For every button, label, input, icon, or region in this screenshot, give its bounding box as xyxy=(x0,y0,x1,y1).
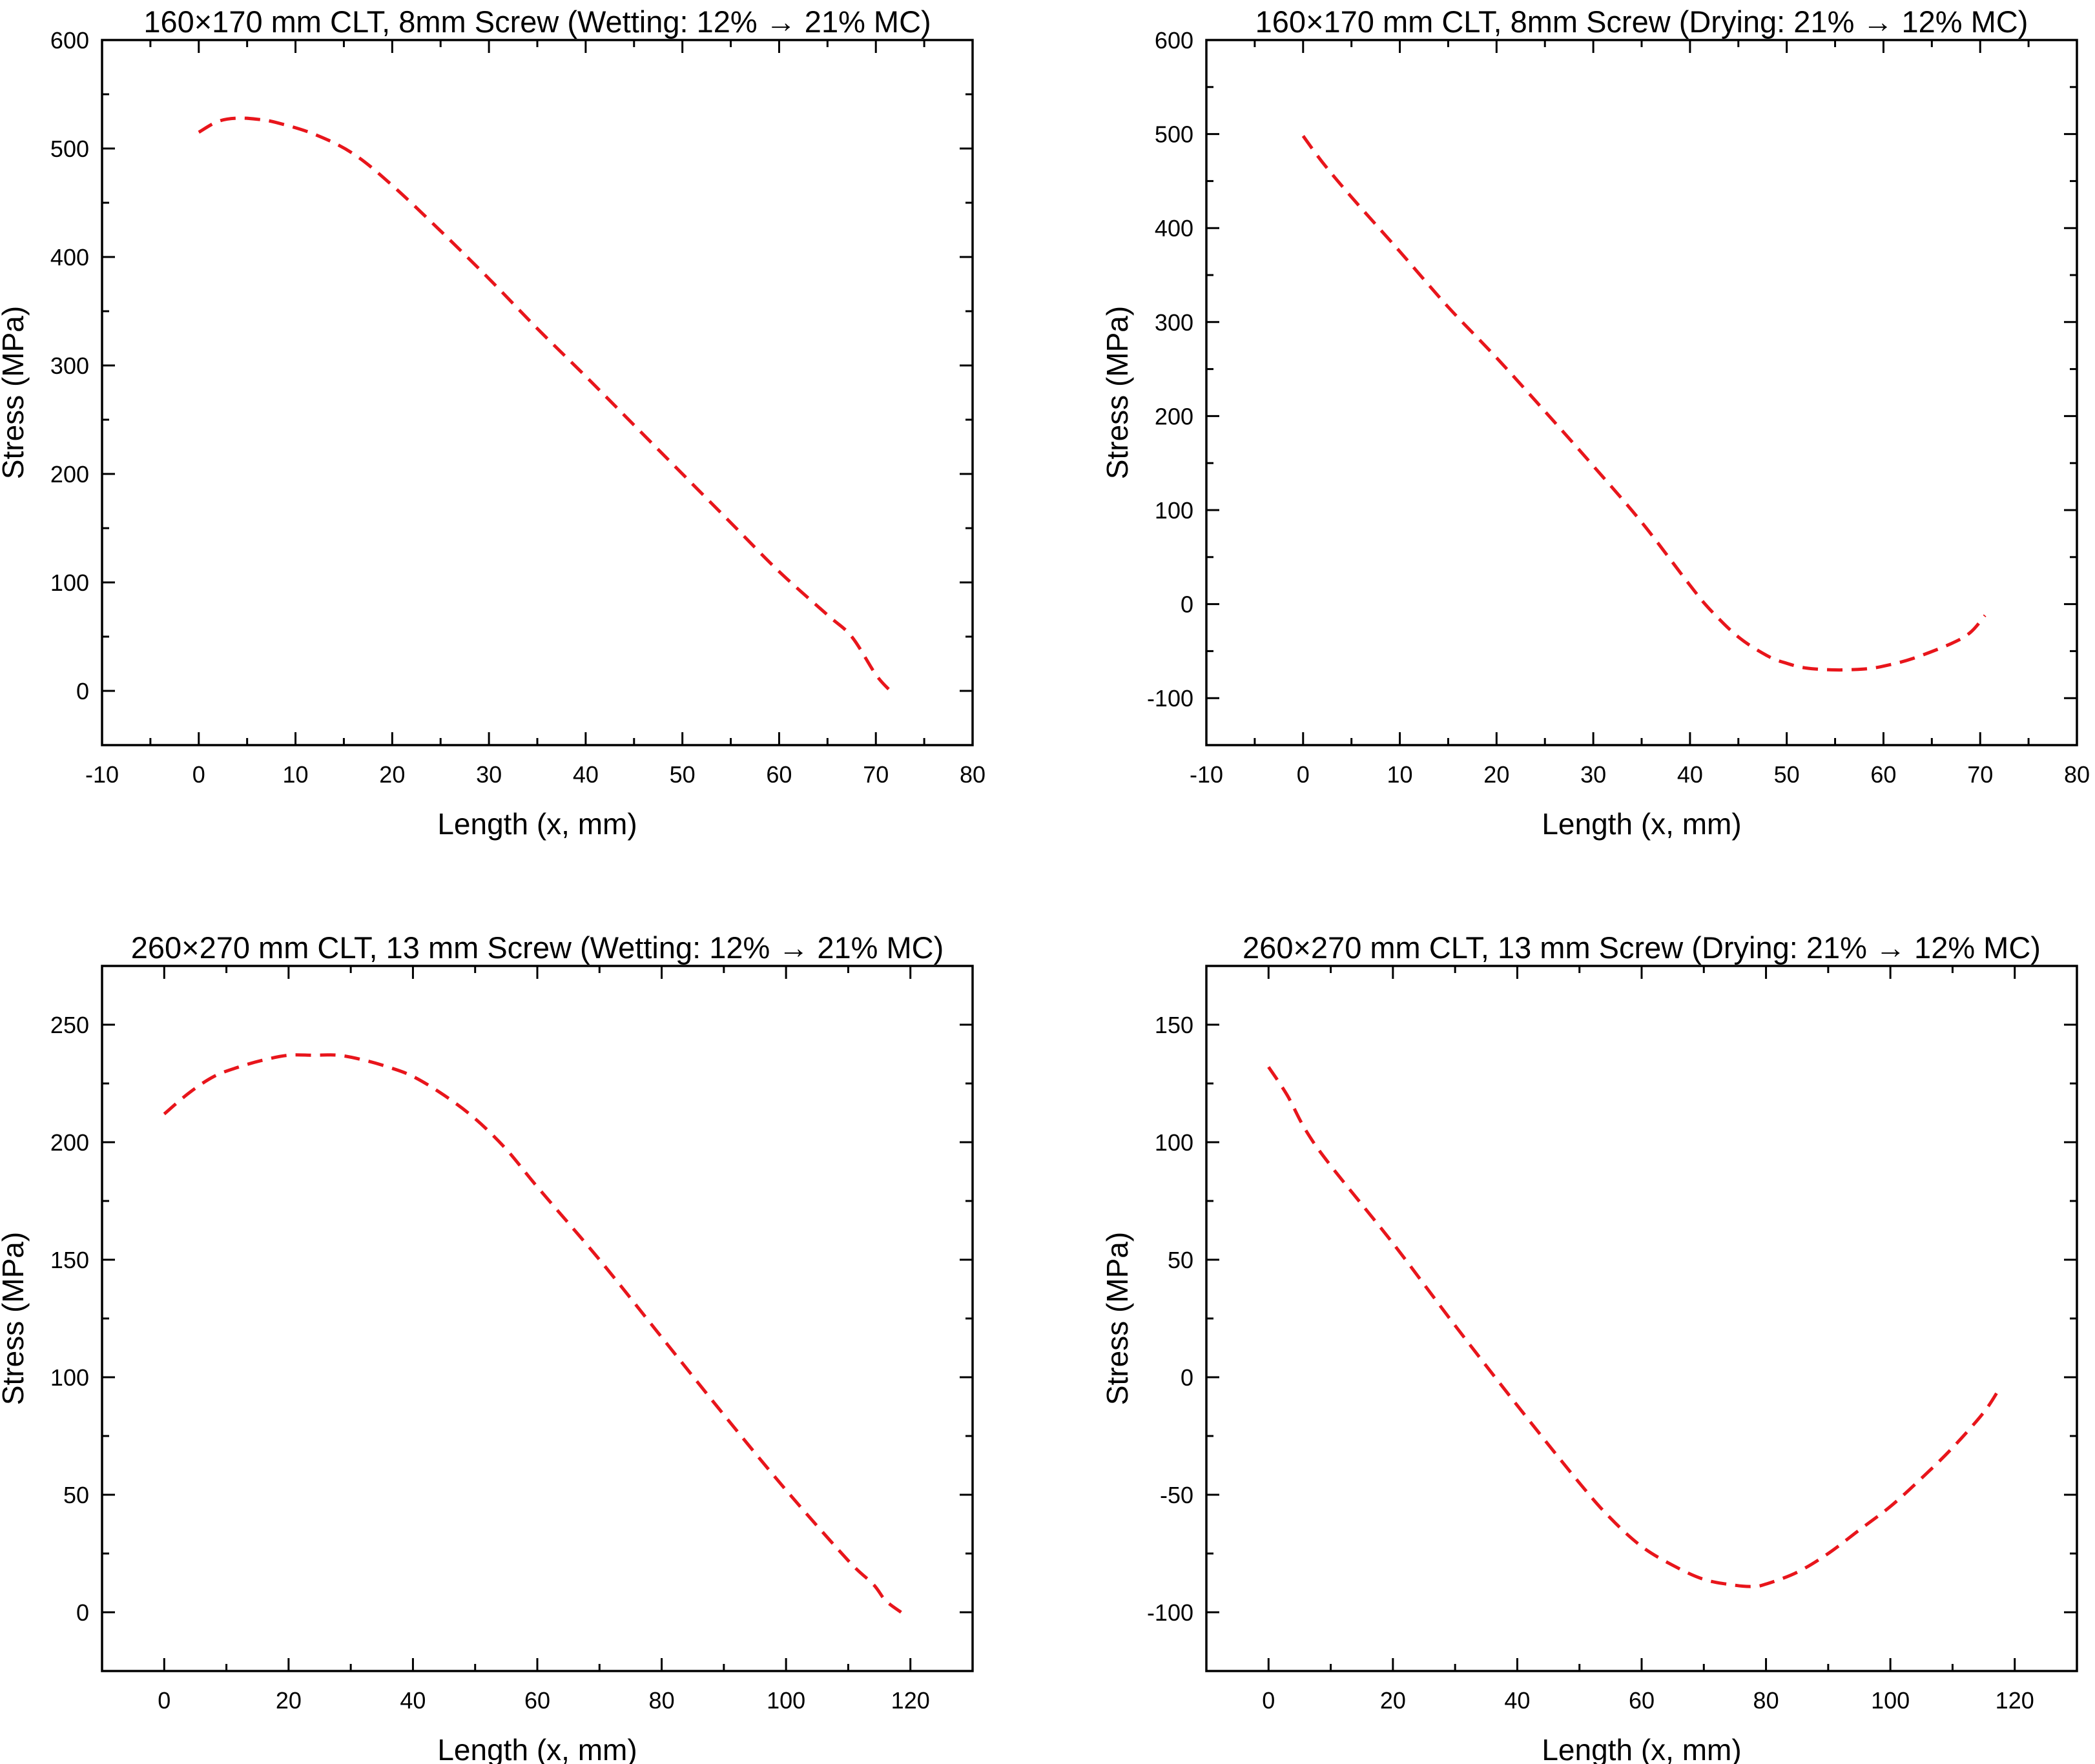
x-tick-label: 70 xyxy=(1967,761,1993,788)
x-tick-label: 30 xyxy=(1580,761,1606,788)
x-tick-label: 60 xyxy=(766,761,792,788)
y-tick-label: 500 xyxy=(50,136,89,162)
x-tick-label: 80 xyxy=(960,761,986,788)
y-axis-title: Stress (MPa) xyxy=(1100,306,1134,479)
x-tick-label: 60 xyxy=(1629,1687,1655,1714)
y-tick-label: 600 xyxy=(1155,27,1193,54)
x-tick-label: -10 xyxy=(85,761,119,788)
y-tick-label: 0 xyxy=(76,678,89,704)
y-tick-label: 100 xyxy=(50,569,89,596)
x-tick-label: 120 xyxy=(891,1687,930,1714)
x-tick-label: 120 xyxy=(1996,1687,2034,1714)
chart-title: 260×270 mm CLT, 13 mm Screw (Drying: 21%… xyxy=(1243,930,2041,965)
y-tick-label: 100 xyxy=(1155,497,1193,524)
plot-frame xyxy=(101,965,974,1672)
x-tick-label: 40 xyxy=(1504,1687,1530,1714)
x-tick-label: 80 xyxy=(649,1687,675,1714)
y-tick-label: -100 xyxy=(1147,1599,1193,1626)
y-tick-label: 50 xyxy=(1168,1247,1193,1273)
y-tick-label: 200 xyxy=(50,1129,89,1156)
y-tick-label: 0 xyxy=(1181,591,1193,618)
x-tick-label: 40 xyxy=(573,761,599,788)
x-axis-title: Length (x, mm) xyxy=(1542,807,1741,841)
y-tick-label: 0 xyxy=(76,1599,89,1626)
chart-panel-wetting-8mm: -10 0 10 20 30 40 50 60 70 80 0 100 200 300 400 500 600 1… xyxy=(0,5,986,841)
y-tick-label: 500 xyxy=(1155,121,1193,148)
x-tick-label: 100 xyxy=(767,1687,805,1714)
x-tick-label: 30 xyxy=(476,761,502,788)
x-tick-label: 20 xyxy=(379,761,405,788)
x-tick-label: 60 xyxy=(524,1687,550,1714)
y-tick-label: 200 xyxy=(50,461,89,487)
y-tick-label: 0 xyxy=(1181,1364,1193,1391)
series-line-stress xyxy=(1301,135,1987,672)
x-tick-label: 80 xyxy=(1753,1687,1779,1714)
plot-frame xyxy=(1205,965,2078,1672)
x-tick-label: 0 xyxy=(1297,761,1310,788)
y-tick-label: 100 xyxy=(50,1364,89,1391)
y-tick-label: 300 xyxy=(1155,309,1193,336)
series-line-stress xyxy=(1267,1066,2001,1588)
x-tick-label: 10 xyxy=(1387,761,1413,788)
y-tick-label: 400 xyxy=(1155,215,1193,241)
y-tick-label: -100 xyxy=(1147,685,1193,712)
y-tick-label: 600 xyxy=(50,27,89,54)
x-tick-label: 60 xyxy=(1870,761,1896,788)
y-tick-label: 100 xyxy=(1155,1129,1193,1156)
plot-frame xyxy=(1205,39,2078,746)
x-tick-label: 20 xyxy=(1483,761,1509,788)
y-axis-title: Stress (MPa) xyxy=(0,1232,30,1405)
chart-panel-drying-13mm: 0 20 40 60 80 100 120 -100 -50 0 50 100 150 260×270 m… xyxy=(1100,930,2078,1764)
plot-frame xyxy=(101,39,974,746)
x-tick-label: 0 xyxy=(1262,1687,1275,1714)
x-tick-label: 50 xyxy=(1774,761,1800,788)
x-tick-label: 10 xyxy=(283,761,309,788)
x-axis-title: Length (x, mm) xyxy=(437,807,637,841)
x-tick-label: 0 xyxy=(192,761,205,788)
y-tick-label: 150 xyxy=(50,1247,89,1273)
x-tick-label: 70 xyxy=(863,761,889,788)
x-axis-title: Length (x, mm) xyxy=(437,1733,637,1764)
x-tick-label: 20 xyxy=(276,1687,302,1714)
x-tick-label: -10 xyxy=(1190,761,1223,788)
chart-title: 160×170 mm CLT, 8mm Screw (Drying: 21% →… xyxy=(1255,5,2028,39)
x-tick-label: 40 xyxy=(400,1687,426,1714)
chart-panel-drying-8mm: -10 0 10 20 30 40 50 60 70 80-1000100200300400500… xyxy=(1100,5,2090,841)
x-tick-label: 0 xyxy=(158,1687,170,1714)
series-line-stress xyxy=(198,116,892,692)
y-tick-label: 50 xyxy=(63,1482,89,1508)
x-tick-label: 100 xyxy=(1871,1687,1910,1714)
x-tick-label: 40 xyxy=(1677,761,1703,788)
x-tick-label: 80 xyxy=(2064,761,2090,788)
y-tick-label: -50 xyxy=(1160,1482,1193,1508)
y-tick-label: 300 xyxy=(50,353,89,379)
y-axis-title: Stress (MPa) xyxy=(1100,1232,1134,1405)
chart-panel-wetting-13mm: 0 20 40 60 80 100 120 0 50 100 150 200 250 260×270 mm… xyxy=(0,930,974,1764)
chart-title: 260×270 mm CLT, 13 mm Screw (Wetting: 12… xyxy=(131,930,944,965)
y-tick-label: 400 xyxy=(50,244,89,271)
x-tick-label: 20 xyxy=(1380,1687,1406,1714)
chart-title: 160×170 mm CLT, 8mm Screw (Wetting: 12% … xyxy=(143,5,931,39)
y-axis-title: Stress (MPa) xyxy=(0,306,30,479)
y-tick-label: 150 xyxy=(1155,1012,1193,1038)
y-tick-label: 250 xyxy=(50,1012,89,1038)
x-axis-title: Length (x, mm) xyxy=(1542,1733,1741,1764)
y-tick-label: 200 xyxy=(1155,403,1193,429)
series-line-stress xyxy=(163,1053,902,1614)
x-tick-label: 50 xyxy=(670,761,696,788)
